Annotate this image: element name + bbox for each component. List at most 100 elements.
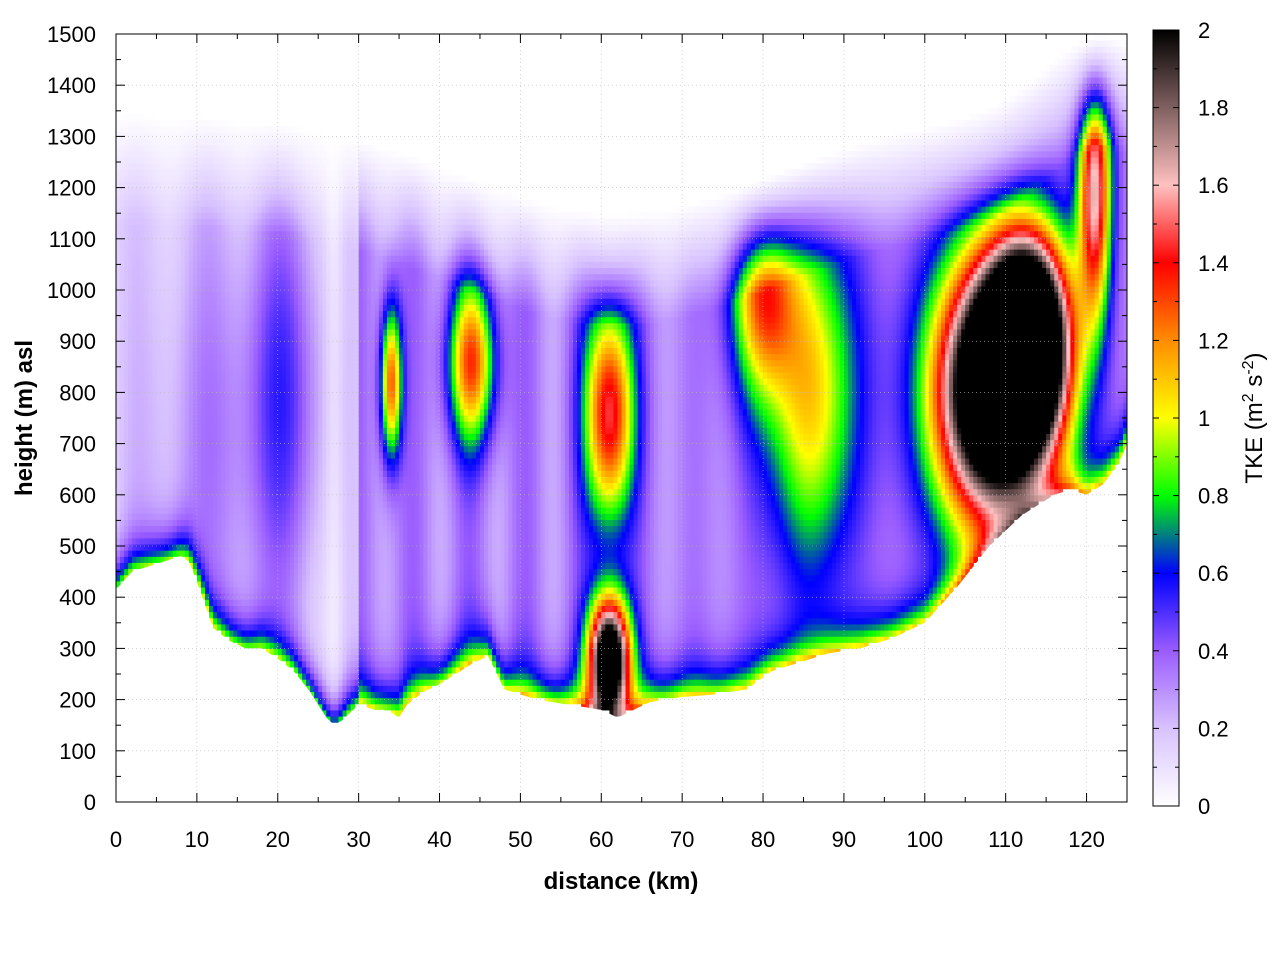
heatmap-cell: [281, 187, 287, 195]
heatmap-cell: [209, 439, 214, 447]
heatmap-cell: [176, 464, 182, 471]
heatmap-cell: [269, 390, 275, 398]
heatmap-cell: [273, 464, 279, 471]
heatmap-cell: [277, 421, 283, 428]
heatmap-cell: [269, 156, 275, 164]
heatmap-cell: [229, 451, 234, 459]
heatmap-cell: [253, 623, 259, 631]
heatmap-cell: [277, 144, 283, 152]
heatmap-cell: [306, 433, 311, 441]
heatmap-cell: [249, 525, 255, 533]
heatmap-cell: [233, 562, 238, 570]
heatmap-cell: [326, 224, 331, 232]
heatmap-cell: [184, 390, 190, 398]
heatmap-cell: [326, 175, 331, 183]
heatmap-cell: [293, 457, 299, 465]
heatmap-cell: [140, 279, 145, 287]
heatmap-cell: [269, 242, 275, 250]
heatmap-cell: [302, 212, 307, 219]
heatmap-cell: [306, 464, 311, 471]
heatmap-cell: [168, 212, 174, 219]
heatmap-cell: [237, 531, 242, 539]
heatmap-cell: [196, 316, 202, 324]
heatmap-cell: [273, 292, 279, 299]
heatmap-cell: [314, 169, 319, 176]
heatmap-cell: [322, 599, 327, 606]
heatmap-cell: [322, 212, 327, 219]
heatmap-cell: [213, 126, 218, 133]
heatmap-cell: [354, 617, 360, 625]
heatmap-cell: [350, 273, 356, 281]
heatmap-cell: [281, 242, 287, 250]
heatmap-cell: [164, 464, 170, 471]
heatmap-cell: [148, 310, 153, 318]
heatmap-cell: [306, 537, 311, 545]
heatmap-cell: [318, 396, 323, 404]
heatmap-cell: [314, 543, 319, 551]
heatmap-cell: [354, 249, 360, 256]
heatmap-cell: [213, 451, 218, 459]
heatmap-cell: [128, 537, 133, 545]
heatmap-cell: [334, 445, 340, 453]
heatmap-cell: [354, 230, 360, 238]
heatmap-cell: [229, 384, 234, 391]
heatmap-cell: [209, 169, 214, 176]
heatmap-cell: [225, 586, 230, 594]
heatmap-cell: [322, 623, 327, 631]
heatmap-cell: [346, 623, 352, 631]
heatmap-cell: [116, 537, 121, 545]
heatmap-cell: [245, 242, 251, 250]
heatmap-cell: [322, 181, 327, 189]
heatmap-cell: [338, 335, 344, 342]
heatmap-cell: [204, 169, 210, 176]
heatmap-cell: [257, 642, 263, 649]
heatmap-cell: [144, 500, 149, 508]
heatmap-cell: [265, 236, 271, 244]
heatmap-cell: [245, 531, 251, 539]
heatmap-cell: [350, 402, 356, 410]
heatmap-cell: [322, 611, 327, 619]
heatmap-cell: [120, 494, 125, 502]
heatmap-cell: [152, 421, 158, 428]
heatmap-cell: [253, 568, 259, 576]
heatmap-cell: [176, 433, 182, 441]
heatmap-cell: [281, 298, 287, 305]
heatmap-cell: [285, 359, 291, 367]
heatmap-cell: [326, 261, 331, 269]
heatmap-cell: [289, 451, 295, 459]
heatmap-cell: [124, 126, 129, 133]
heatmap-cell: [160, 120, 166, 127]
heatmap-cell: [225, 500, 230, 508]
heatmap-cell: [249, 500, 255, 508]
heatmap-cell: [172, 384, 178, 391]
heatmap-cell: [265, 500, 271, 508]
heatmap-cell: [209, 242, 214, 250]
heatmap-cell: [334, 709, 340, 717]
heatmap-cell: [184, 255, 190, 262]
heatmap-cell: [318, 285, 323, 293]
heatmap-cell: [293, 427, 299, 434]
heatmap-cell: [302, 304, 307, 312]
heatmap-cell: [338, 371, 344, 379]
heatmap-cell: [152, 427, 158, 434]
heatmap-cell: [156, 218, 162, 226]
heatmap-cell: [116, 242, 121, 250]
heatmap-cell: [277, 525, 283, 533]
heatmap-cell: [285, 310, 291, 318]
heatmap-cell: [176, 120, 182, 127]
heatmap-cell: [221, 255, 226, 262]
heatmap-cell: [253, 150, 259, 158]
heatmap-cell: [293, 439, 299, 447]
heatmap-cell: [346, 353, 352, 361]
heatmap-cell: [184, 494, 190, 502]
heatmap-cell: [261, 642, 267, 649]
heatmap-cell: [314, 144, 319, 152]
heatmap-cell: [293, 531, 299, 539]
heatmap-cell: [310, 359, 315, 367]
heatmap-cell: [188, 150, 194, 158]
heatmap-cell: [322, 691, 327, 699]
heatmap-cell: [322, 249, 327, 256]
heatmap-cell: [314, 494, 319, 502]
heatmap-cell: [318, 672, 323, 680]
heatmap-cell: [249, 396, 255, 404]
